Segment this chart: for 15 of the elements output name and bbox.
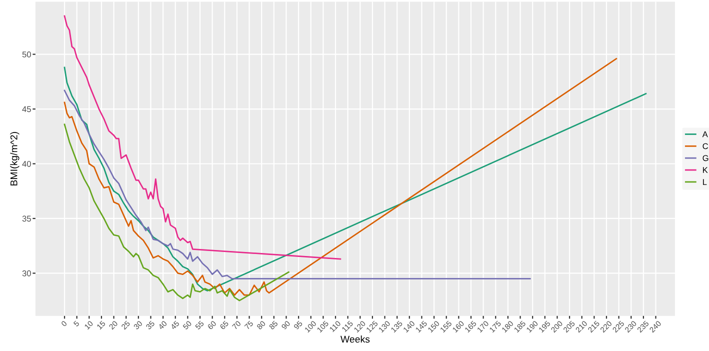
line-series	[64, 124, 290, 302]
y-tick-label: 50	[22, 51, 31, 58]
x-axis-title: Weeks	[340, 336, 370, 343]
line-series	[64, 15, 342, 260]
y-tick-label: 30	[22, 270, 31, 276]
legend-label: L	[703, 179, 707, 185]
y-tick-label: 45	[22, 106, 31, 112]
line-series	[64, 90, 531, 280]
y-tick-label: 35	[22, 216, 31, 222]
legend-label: K	[703, 167, 708, 173]
legend-label: A	[702, 131, 708, 138]
legend-label: G	[702, 155, 708, 162]
y-axis-title: BMI(kg/m^2)	[10, 132, 20, 186]
y-tick-label: 40	[22, 160, 31, 167]
legend-label: C	[702, 143, 708, 150]
